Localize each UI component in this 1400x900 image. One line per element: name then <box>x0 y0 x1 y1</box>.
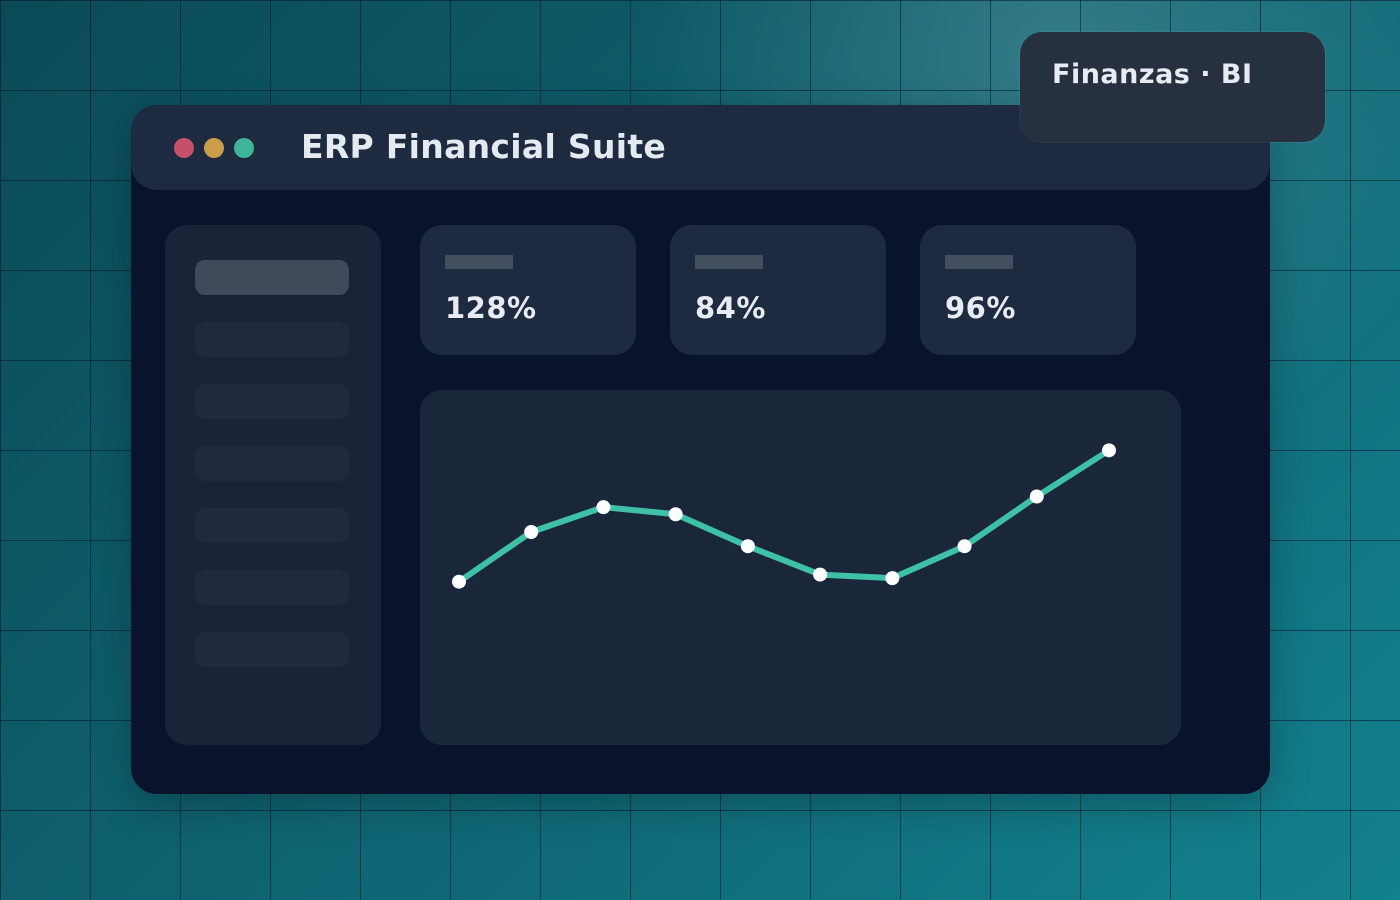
kpi-card-3[interactable]: 96% <box>920 225 1136 355</box>
app-title: ERP Financial Suite <box>301 127 667 166</box>
data-point-5[interactable] <box>740 539 755 554</box>
kpi-value: 128% <box>445 291 537 325</box>
sidebar-item-6[interactable] <box>195 570 349 605</box>
data-point-4[interactable] <box>668 507 683 522</box>
sidebar-item-1[interactable] <box>195 260 349 295</box>
app-window: ERP Financial Suite 128% 84% 96% <box>131 105 1270 794</box>
kpi-value: 84% <box>695 291 766 325</box>
sidebar <box>165 225 381 745</box>
kpi-value: 96% <box>945 291 1016 325</box>
data-point-2[interactable] <box>524 525 539 539</box>
kpi-label-placeholder <box>945 255 1013 269</box>
kpi-card-1[interactable]: 128% <box>420 225 636 355</box>
data-point-9[interactable] <box>1029 489 1044 504</box>
module-badge-label: Finanzas · BI <box>1052 59 1253 90</box>
close-window-button[interactable] <box>174 138 194 158</box>
data-point-7[interactable] <box>885 571 900 586</box>
maximize-window-button[interactable] <box>234 138 254 158</box>
sidebar-item-5[interactable] <box>195 508 349 543</box>
kpi-label-placeholder <box>445 255 513 269</box>
kpi-card-2[interactable]: 84% <box>670 225 886 355</box>
module-badge: Finanzas · BI <box>1020 32 1325 142</box>
data-point-3[interactable] <box>596 500 611 515</box>
series-line <box>456 447 1112 585</box>
data-point-6[interactable] <box>813 567 828 582</box>
line-chart <box>452 443 1116 589</box>
sidebar-item-4[interactable] <box>195 446 349 481</box>
data-point-8[interactable] <box>957 539 972 554</box>
sidebar-item-2[interactable] <box>195 322 349 357</box>
chart-panel <box>420 390 1181 745</box>
sidebar-item-7[interactable] <box>195 632 349 667</box>
minimize-window-button[interactable] <box>204 138 224 158</box>
data-point-1[interactable] <box>452 574 466 589</box>
sidebar-item-3[interactable] <box>195 384 349 419</box>
kpi-label-placeholder <box>695 255 763 269</box>
data-point-10[interactable] <box>1102 443 1116 458</box>
